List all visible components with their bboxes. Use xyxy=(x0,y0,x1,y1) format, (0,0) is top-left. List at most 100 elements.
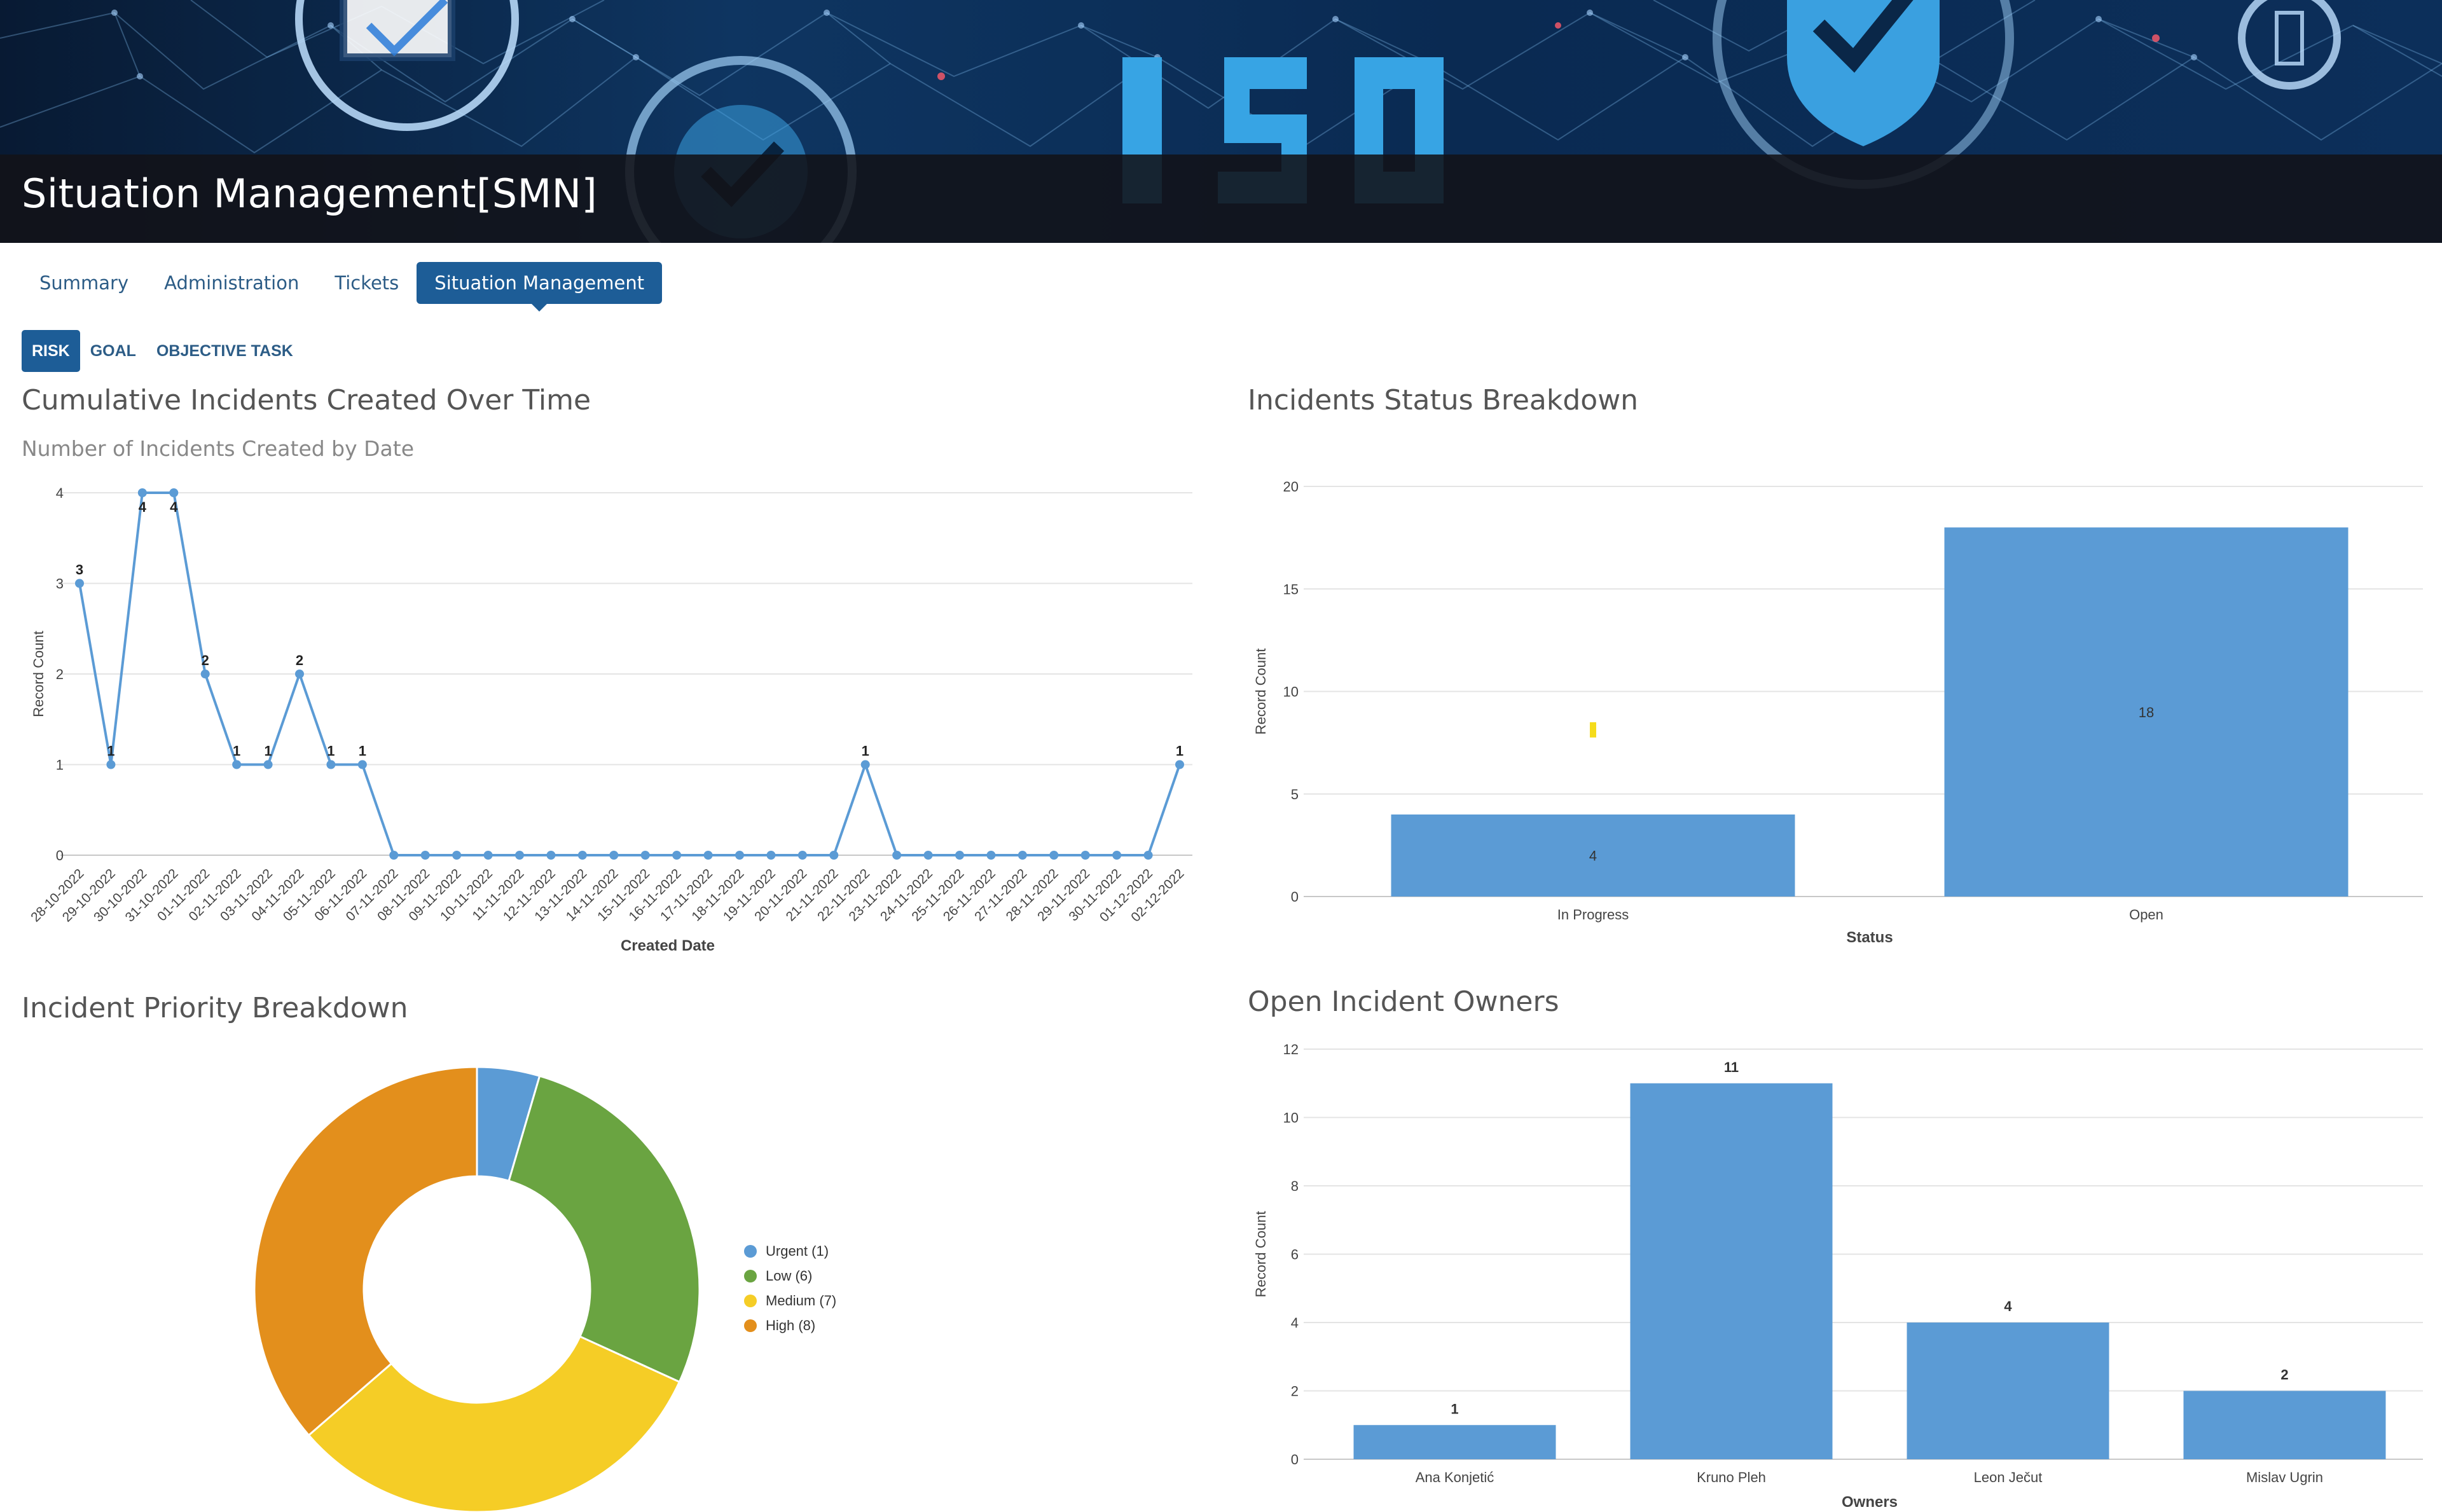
legend-item-low[interactable]: Low (6) xyxy=(744,1268,812,1284)
x-axis-label: Owners xyxy=(1842,1494,1898,1511)
y-tick-label: 8 xyxy=(1291,1178,1299,1194)
x-axis-label: Created Date xyxy=(621,937,715,954)
y-tick-label: 4 xyxy=(56,485,64,501)
y-axis-label: Record Count xyxy=(1253,1211,1269,1298)
y-tick-label: 12 xyxy=(1283,1041,1299,1057)
data-point xyxy=(75,579,84,588)
y-tick-label: 3 xyxy=(56,576,64,592)
data-point xyxy=(640,851,650,860)
highlight-marker xyxy=(1590,722,1596,738)
data-label: 1 xyxy=(1176,743,1183,759)
legend-item-high[interactable]: High (8) xyxy=(744,1317,815,1334)
data-point xyxy=(577,851,587,860)
data-label: 1 xyxy=(359,743,366,759)
subtab-risk[interactable]: RISK xyxy=(22,330,80,372)
data-point xyxy=(420,851,430,860)
data-label: 1 xyxy=(264,743,272,759)
legend-item-urgent[interactable]: Urgent (1) xyxy=(744,1243,829,1260)
data-label: 1 xyxy=(327,743,335,759)
legend-label: Medium (7) xyxy=(766,1293,837,1309)
data-point xyxy=(295,670,304,678)
data-point xyxy=(1175,760,1184,769)
data-point xyxy=(672,851,682,860)
header-banner: Situation Management[SMN] xyxy=(0,0,2442,243)
y-tick-label: 2 xyxy=(1291,1384,1299,1399)
bar xyxy=(1944,527,2349,897)
data-point xyxy=(263,760,273,769)
y-tick-label: 6 xyxy=(1291,1247,1299,1263)
data-point xyxy=(389,851,399,860)
data-point xyxy=(703,851,713,860)
sub-tabs: RISK GOAL OBJECTIVE TASK xyxy=(22,329,303,373)
bar xyxy=(1907,1323,2109,1459)
data-point xyxy=(1049,851,1059,860)
data-label: 1 xyxy=(107,743,114,759)
cumulative-chart-title: Cumulative Incidents Created Over Time xyxy=(22,384,591,416)
priority-donut-chart xyxy=(253,1066,701,1512)
page-title: Situation Management[SMN] xyxy=(22,170,598,217)
y-tick-label: 20 xyxy=(1283,479,1299,495)
y-tick-label: 0 xyxy=(1291,1452,1299,1467)
priority-chart-title: Incident Priority Breakdown xyxy=(22,992,408,1024)
title-strip xyxy=(0,155,2442,243)
data-point xyxy=(326,760,336,769)
subtab-objective-task[interactable]: OBJECTIVE TASK xyxy=(156,342,293,360)
y-tick-label: 1 xyxy=(56,757,64,773)
data-point xyxy=(169,488,179,497)
y-axis-label: Record Count xyxy=(31,631,46,717)
data-point xyxy=(986,851,996,860)
slice-low xyxy=(507,1075,701,1384)
x-tick-label: Ana Konjetić xyxy=(1416,1469,1494,1485)
legend-item-medium[interactable]: Medium (7) xyxy=(744,1293,836,1309)
main-tabs: Summary Administration Tickets Situation… xyxy=(22,261,663,312)
data-point xyxy=(452,851,462,860)
tab-situation-management[interactable]: Situation Management xyxy=(417,262,663,312)
x-tick-label: In Progress xyxy=(1557,907,1629,923)
slice-high xyxy=(253,1066,478,1437)
x-tick-label: Open xyxy=(2129,907,2163,923)
legend-swatch xyxy=(744,1295,757,1307)
data-label: 4 xyxy=(170,499,178,515)
data-label: 4 xyxy=(1589,848,1597,864)
owners-bar-chart: 0 2 4 6 8 10 12 Record Count 1 Ana Konjetić 11 Krun… xyxy=(1253,1041,2423,1511)
data-label: 18 xyxy=(2139,704,2154,720)
subtab-goal[interactable]: GOAL xyxy=(90,342,136,360)
data-point xyxy=(483,851,493,860)
data-point xyxy=(1143,851,1153,860)
x-axis-label: Status xyxy=(1846,929,1893,946)
cumulative-chart-subtitle: Number of Incidents Created by Date xyxy=(22,436,415,461)
data-label: 1 xyxy=(233,743,240,759)
data-point xyxy=(137,488,147,497)
bar xyxy=(1391,814,1795,897)
tab-administration[interactable]: Administration xyxy=(164,272,300,294)
data-label: 2 xyxy=(296,652,303,668)
tab-tickets[interactable]: Tickets xyxy=(335,272,399,294)
tab-summary[interactable]: Summary xyxy=(39,272,129,294)
legend-label: Low (6) xyxy=(766,1268,813,1284)
legend-swatch xyxy=(744,1270,757,1282)
data-point xyxy=(357,760,367,769)
bar xyxy=(1353,1425,1556,1459)
data-label: 1 xyxy=(862,743,869,759)
priority-legend: Urgent (1) Low (6) Medium (7) High (8) xyxy=(744,1243,935,1345)
gear-small-icon xyxy=(2238,0,2341,90)
bar xyxy=(2183,1391,2386,1459)
data-label: 4 xyxy=(139,499,147,515)
y-tick-label: 15 xyxy=(1283,581,1299,597)
legend-label: High (8) xyxy=(766,1317,816,1333)
data-label: 1 xyxy=(1451,1401,1458,1417)
data-point xyxy=(860,760,870,769)
data-point xyxy=(735,851,744,860)
y-tick-label: 4 xyxy=(1291,1315,1299,1331)
legend-swatch xyxy=(744,1319,757,1332)
bar xyxy=(1630,1083,1833,1459)
data-point xyxy=(232,760,242,769)
y-tick-label: 10 xyxy=(1283,1110,1299,1126)
x-tick-label: Kruno Pleh xyxy=(1697,1469,1766,1485)
slice-medium xyxy=(307,1335,681,1512)
y-tick-label: 2 xyxy=(56,666,64,682)
data-label: 2 xyxy=(2280,1367,2288,1383)
data-point xyxy=(1112,851,1122,860)
